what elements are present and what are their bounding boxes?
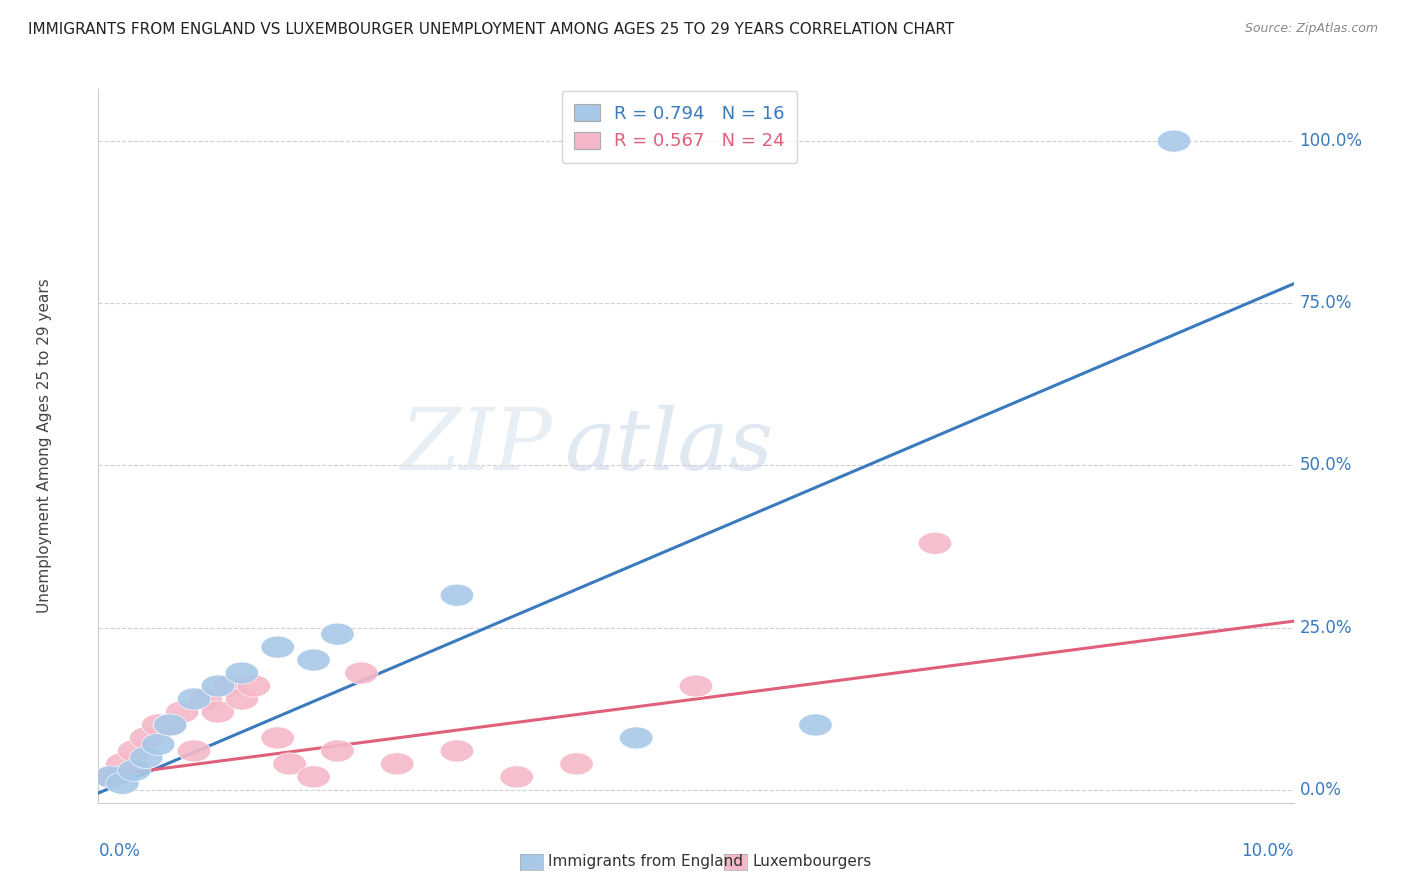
Ellipse shape	[201, 701, 235, 723]
Ellipse shape	[166, 701, 198, 723]
Ellipse shape	[440, 739, 474, 762]
Ellipse shape	[1157, 130, 1191, 153]
Ellipse shape	[799, 714, 832, 736]
Ellipse shape	[177, 739, 211, 762]
Ellipse shape	[321, 624, 354, 645]
Ellipse shape	[94, 766, 127, 788]
Ellipse shape	[262, 636, 294, 658]
Legend: R = 0.794   N = 16, R = 0.567   N = 24: R = 0.794 N = 16, R = 0.567 N = 24	[561, 91, 797, 163]
Ellipse shape	[679, 675, 713, 697]
Ellipse shape	[153, 714, 187, 736]
Text: Source: ZipAtlas.com: Source: ZipAtlas.com	[1244, 22, 1378, 36]
Ellipse shape	[273, 753, 307, 775]
Text: IMMIGRANTS FROM ENGLAND VS LUXEMBOURGER UNEMPLOYMENT AMONG AGES 25 TO 29 YEARS C: IMMIGRANTS FROM ENGLAND VS LUXEMBOURGER …	[28, 22, 955, 37]
Ellipse shape	[560, 753, 593, 775]
Text: 100.0%: 100.0%	[1299, 132, 1362, 150]
Ellipse shape	[201, 675, 235, 697]
Ellipse shape	[118, 759, 150, 781]
Ellipse shape	[225, 662, 259, 684]
Ellipse shape	[381, 753, 413, 775]
Text: 50.0%: 50.0%	[1299, 457, 1353, 475]
Text: ZIP: ZIP	[401, 405, 553, 487]
Text: Immigrants from England: Immigrants from England	[548, 855, 744, 869]
Ellipse shape	[440, 584, 474, 607]
Ellipse shape	[153, 714, 187, 736]
Ellipse shape	[129, 747, 163, 768]
Ellipse shape	[297, 766, 330, 788]
Text: 25.0%: 25.0%	[1299, 619, 1353, 637]
Ellipse shape	[214, 675, 246, 697]
Text: Unemployment Among Ages 25 to 29 years: Unemployment Among Ages 25 to 29 years	[37, 278, 52, 614]
Ellipse shape	[238, 675, 270, 697]
Text: 10.0%: 10.0%	[1241, 842, 1294, 860]
Ellipse shape	[105, 772, 139, 795]
Ellipse shape	[94, 766, 127, 788]
Ellipse shape	[118, 739, 150, 762]
Text: atlas: atlas	[565, 405, 773, 487]
Ellipse shape	[105, 753, 139, 775]
Ellipse shape	[142, 714, 174, 736]
Ellipse shape	[344, 662, 378, 684]
Ellipse shape	[142, 733, 174, 756]
Ellipse shape	[225, 688, 259, 710]
Text: Luxembourgers: Luxembourgers	[752, 855, 872, 869]
Text: 0.0%: 0.0%	[98, 842, 141, 860]
Ellipse shape	[501, 766, 533, 788]
Ellipse shape	[129, 727, 163, 749]
Text: 0.0%: 0.0%	[1299, 780, 1341, 799]
Ellipse shape	[321, 739, 354, 762]
Ellipse shape	[177, 688, 211, 710]
Ellipse shape	[297, 649, 330, 671]
Ellipse shape	[262, 727, 294, 749]
Ellipse shape	[620, 727, 652, 749]
Ellipse shape	[190, 688, 222, 710]
Text: 75.0%: 75.0%	[1299, 294, 1353, 312]
Ellipse shape	[918, 533, 952, 554]
